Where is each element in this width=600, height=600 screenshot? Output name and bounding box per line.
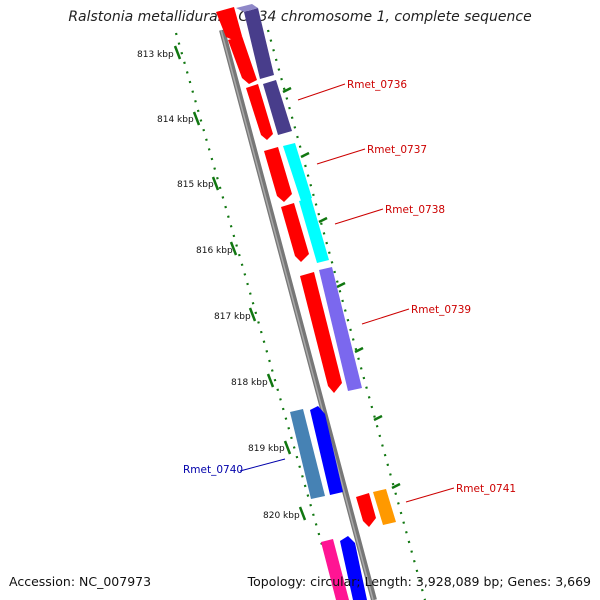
gene-arrow-rmet-0738 — [299, 198, 329, 263]
gene-arrow-red — [228, 36, 257, 84]
gene-leaders — [239, 83, 455, 503]
gene-arrow-rmet-0736 — [263, 80, 292, 135]
ruler-label-817: 817 kbp — [214, 312, 251, 322]
gene-label-rmet-0736: Rmet_0736 — [347, 79, 407, 91]
map-title: Ralstonia metallidurans CH34 chromosome … — [68, 9, 532, 25]
gene-arrow-blue — [310, 406, 343, 495]
backbone-line — [219, 29, 377, 600]
gene-arrow-rmet-0740 — [290, 409, 325, 499]
ruler-tick — [248, 307, 257, 322]
ruler-tick-outer — [336, 281, 346, 289]
ruler-label-816: 816 kbp — [196, 246, 233, 256]
ruler-label-815: 815 kbp — [177, 180, 214, 190]
gene-arrow-red — [216, 7, 242, 40]
gene-arrow-rmet-0741 — [373, 489, 396, 525]
gene-label-rmet-0738: Rmet_0738 — [385, 204, 445, 216]
gene-label-rmet-0739: Rmet_0739 — [411, 304, 471, 316]
ruler-label-818: 818 kbp — [231, 378, 268, 388]
ruler-labels: 813 kbp 814 kbp 815 kbp 816 kbp 817 kbp … — [137, 50, 300, 521]
gene-labels: Rmet_0736 Rmet_0737 Rmet_0738 Rmet_0739 … — [183, 79, 516, 495]
gene-arrow-red — [281, 203, 309, 262]
gene-arrow-red — [356, 493, 376, 527]
gene-arrow-red — [264, 147, 292, 202]
gene-arrow-purple — [244, 8, 274, 79]
backbone-highlight — [220, 29, 374, 600]
ruler-ticks — [173, 45, 401, 521]
ruler-tick-outer — [354, 346, 364, 354]
ruler-tick — [211, 176, 220, 191]
ruler-label-813: 813 kbp — [137, 50, 174, 60]
gene-arrow-magenta — [321, 539, 349, 600]
gene-arrow-purple — [236, 4, 258, 12]
gene-arrow-blue — [340, 536, 367, 600]
ruler-tick — [192, 111, 201, 126]
ruler-tick — [298, 506, 307, 521]
ruler-tick-outer — [318, 216, 328, 224]
ruler-tick — [173, 45, 182, 60]
ruler-tick-outer — [300, 151, 310, 159]
accession-text: Accession: NC_007973 — [9, 574, 152, 589]
genes — [216, 4, 396, 600]
gene-label-rmet-0737: Rmet_0737 — [367, 144, 427, 156]
ruler-tick — [266, 373, 275, 388]
gene-arrow-rmet-0739 — [319, 267, 362, 391]
ruler-label-820: 820 kbp — [263, 511, 300, 521]
ruler-tick-outer — [391, 482, 401, 490]
ruler-tick — [283, 440, 292, 455]
gene-arrow-red — [246, 84, 273, 140]
ruler-tick-outer — [282, 86, 292, 94]
ruler-tick — [229, 241, 238, 256]
gene-arrow-red — [300, 272, 342, 393]
genome-summary-text: Topology: circular; Length: 3,928,089 bp… — [247, 574, 591, 589]
gene-label-rmet-0741: Rmet_0741 — [456, 483, 516, 495]
ruler-label-819: 819 kbp — [248, 444, 285, 454]
gene-arrow-rmet-0737 — [283, 143, 312, 201]
ruler-tick-outer — [373, 414, 383, 422]
gene-label-rmet-0740: Rmet_0740 — [183, 464, 243, 476]
ruler-label-814: 814 kbp — [157, 115, 194, 125]
